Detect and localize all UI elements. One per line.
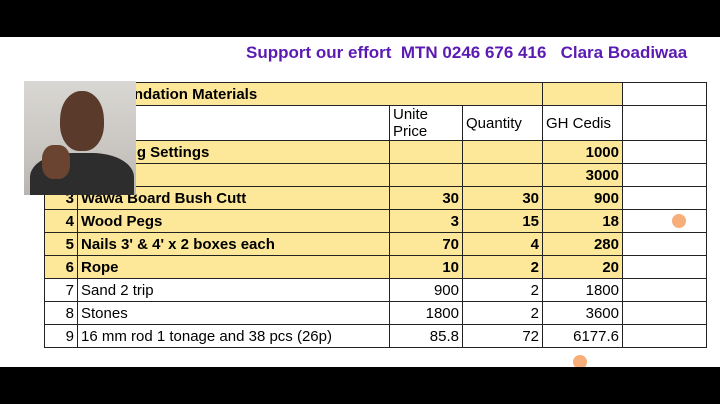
quantity-cell[interactable] [462,163,543,187]
amount-cell[interactable]: 18 [542,209,623,233]
header-unit-price-line1: Unite [393,106,429,124]
blank-cell[interactable] [622,163,707,187]
table-row: 7 Sand 2 trip 900 2 1800 [44,278,707,302]
row-number-cell[interactable]: 7 [44,278,78,302]
unit-price-cell[interactable] [389,140,463,164]
quantity-cell[interactable]: 30 [462,186,543,210]
blank-cell[interactable] [622,209,707,233]
header-unit-price-line2: Price [393,123,428,140]
table-row: 9 16 mm rod 1 tonage and 38 pcs (26p) 85.8… [44,324,707,348]
unit-price-cell[interactable]: 3 [389,209,463,233]
title-cell-blank-2[interactable] [622,82,707,106]
unit-price-cell[interactable]: 85.8 [389,324,463,348]
amount-cell[interactable]: 1000 [542,140,623,164]
table-row: 2Digging3000 [44,163,707,187]
cursor-highlight [672,214,686,228]
amount-cell[interactable]: 3000 [542,163,623,187]
blank-cell[interactable] [622,278,707,302]
table-row: 4 Wood Pegs 3 15 18 [44,209,707,233]
item-cell[interactable]: Stones [77,301,390,325]
item-cell[interactable]: Rope [77,255,390,279]
unit-price-cell[interactable] [389,163,463,187]
header-amount[interactable]: GH Cedis [542,105,623,141]
blank-cell[interactable] [622,232,707,256]
video-frame: Support our effort MTN 0246 676 416 Clar… [0,37,720,367]
item-cell[interactable]: Wood Pegs [77,209,390,233]
amount-cell[interactable]: 900 [542,186,623,210]
unit-price-cell[interactable]: 30 [389,186,463,210]
presenter-webcam [24,81,136,195]
row-number-cell[interactable]: 4 [44,209,78,233]
header-blank[interactable] [622,105,707,141]
header-unit-price[interactable]: Unite Price [389,105,463,141]
unit-price-cell[interactable]: 900 [389,278,463,302]
quantity-cell[interactable]: 2 [462,301,543,325]
row-number-cell[interactable]: 8 [44,301,78,325]
quantity-cell[interactable]: 2 [462,278,543,302]
quantity-cell[interactable]: 2 [462,255,543,279]
amount-cell[interactable]: 1800 [542,278,623,302]
presenter-hand [42,145,70,179]
title-cell-blank[interactable] [542,82,623,106]
item-cell[interactable]: Sand 2 trip [77,278,390,302]
amount-cell[interactable]: 6177.6 [542,324,623,348]
quantity-cell[interactable]: 4 [462,232,543,256]
header-quantity[interactable]: Quantity [462,105,543,141]
item-cell[interactable]: 16 mm rod 1 tonage and 38 pcs (26p) [77,324,390,348]
table-row: 6 Rope 10 2 20 [44,255,707,279]
quantity-cell[interactable]: 15 [462,209,543,233]
row-number-cell[interactable]: 6 [44,255,78,279]
item-cell[interactable]: Nails 3' & 4' x 2 boxes each [77,232,390,256]
unit-price-cell[interactable]: 10 [389,255,463,279]
unit-price-cell[interactable]: 70 [389,232,463,256]
spreadsheet: Cost Of Foundation Materials tion UniteP… [44,82,707,348]
row-number-cell[interactable]: 5 [44,232,78,256]
amount-cell[interactable]: 280 [542,232,623,256]
quantity-cell[interactable] [462,140,543,164]
unit-price-cell[interactable]: 1800 [389,301,463,325]
quantity-cell[interactable]: 72 [462,324,543,348]
blank-cell[interactable] [622,140,707,164]
cursor-highlight-2 [573,355,587,367]
blank-cell[interactable] [622,186,707,210]
table-row: 8 Stones 1800 2 3600 [44,301,707,325]
presenter-head [60,91,104,151]
table-row: 5 Nails 3' & 4' x 2 boxes each 70 4 280 [44,232,707,256]
blank-cell[interactable] [622,324,707,348]
table-row: 3 Wawa Board Bush Cutt 30 30 900 [44,186,707,210]
title-row: Cost Of Foundation Materials [44,82,707,106]
support-banner: Support our effort MTN 0246 676 416 Clar… [246,43,688,62]
row-number-cell[interactable]: 9 [44,324,78,348]
amount-cell[interactable]: 3600 [542,301,623,325]
blank-cell[interactable] [622,301,707,325]
amount-cell[interactable]: 20 [542,255,623,279]
blank-cell[interactable] [622,255,707,279]
